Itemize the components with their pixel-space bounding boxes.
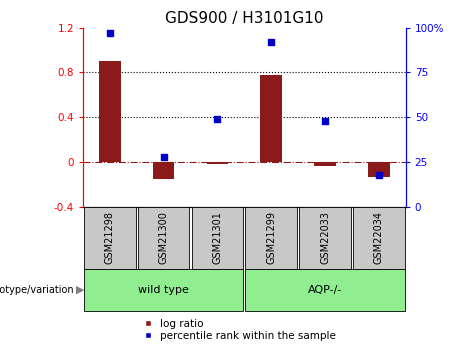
Point [106, 30, 113, 36]
Bar [368, 162, 390, 177]
Text: AQP-/-: AQP-/- [308, 285, 342, 295]
Point [375, 172, 383, 177]
Point [321, 118, 329, 124]
Bar [314, 162, 336, 166]
Text: GSM21299: GSM21299 [266, 211, 276, 264]
Point [160, 154, 167, 159]
Text: GSM22033: GSM22033 [320, 211, 330, 264]
Text: wild type: wild type [138, 285, 189, 295]
Text: GSM21301: GSM21301 [213, 211, 223, 264]
Text: genotype/variation: genotype/variation [0, 285, 74, 295]
Title: GDS900 / H3101G10: GDS900 / H3101G10 [165, 11, 324, 27]
Bar [153, 162, 174, 179]
Text: GSM22034: GSM22034 [374, 211, 384, 264]
Bar [99, 61, 121, 162]
Text: GSM21300: GSM21300 [159, 211, 169, 264]
Point [267, 39, 275, 45]
Bar [260, 75, 282, 162]
Text: ▶: ▶ [76, 285, 84, 295]
Bar [207, 162, 228, 164]
Point [214, 116, 221, 122]
Text: GSM21298: GSM21298 [105, 211, 115, 264]
Legend: log ratio, percentile rank within the sample: log ratio, percentile rank within the sa… [143, 319, 336, 341]
